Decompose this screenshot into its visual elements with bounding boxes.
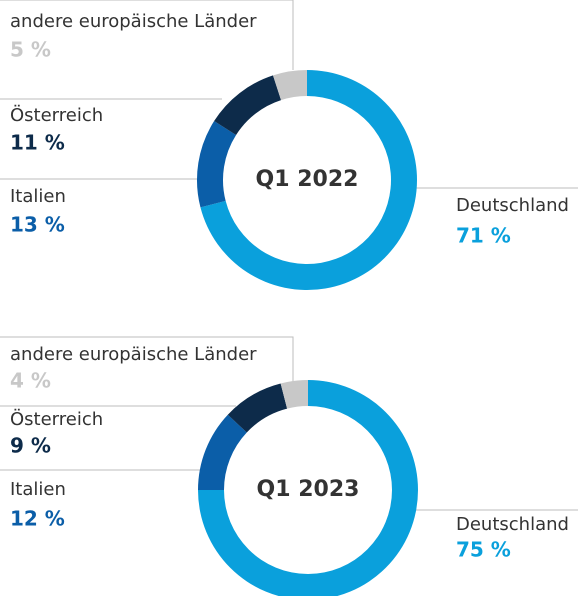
category-label: andere europäische Länder <box>10 11 257 32</box>
value-label: 12 % <box>10 507 65 531</box>
value-label: 13 % <box>10 213 65 237</box>
leader-line <box>0 336 294 382</box>
category-label: andere europäische Länder <box>10 344 257 365</box>
chart-title: Q1 2023 <box>257 477 360 502</box>
category-label: Deutschland <box>456 514 569 535</box>
leader-line <box>0 0 294 70</box>
donut-slice <box>198 414 247 490</box>
value-label: 11 % <box>10 131 65 155</box>
value-label: 75 % <box>456 538 511 562</box>
donut-slice <box>273 70 307 101</box>
donut-slice <box>214 75 282 135</box>
category-label: Deutschland <box>456 195 569 216</box>
category-label: Österreich <box>10 408 103 430</box>
value-label: 71 % <box>456 224 511 248</box>
value-label: 4 % <box>10 369 51 393</box>
category-label: Italien <box>10 479 66 500</box>
donut-slice <box>197 121 237 208</box>
value-label: 9 % <box>10 434 51 458</box>
chart-title: Q1 2022 <box>256 167 359 192</box>
donut-slice <box>227 383 288 433</box>
category-label: Österreich <box>10 104 103 126</box>
value-label: 5 % <box>10 38 51 62</box>
category-label: Italien <box>10 186 66 207</box>
donut-slice <box>280 380 308 409</box>
